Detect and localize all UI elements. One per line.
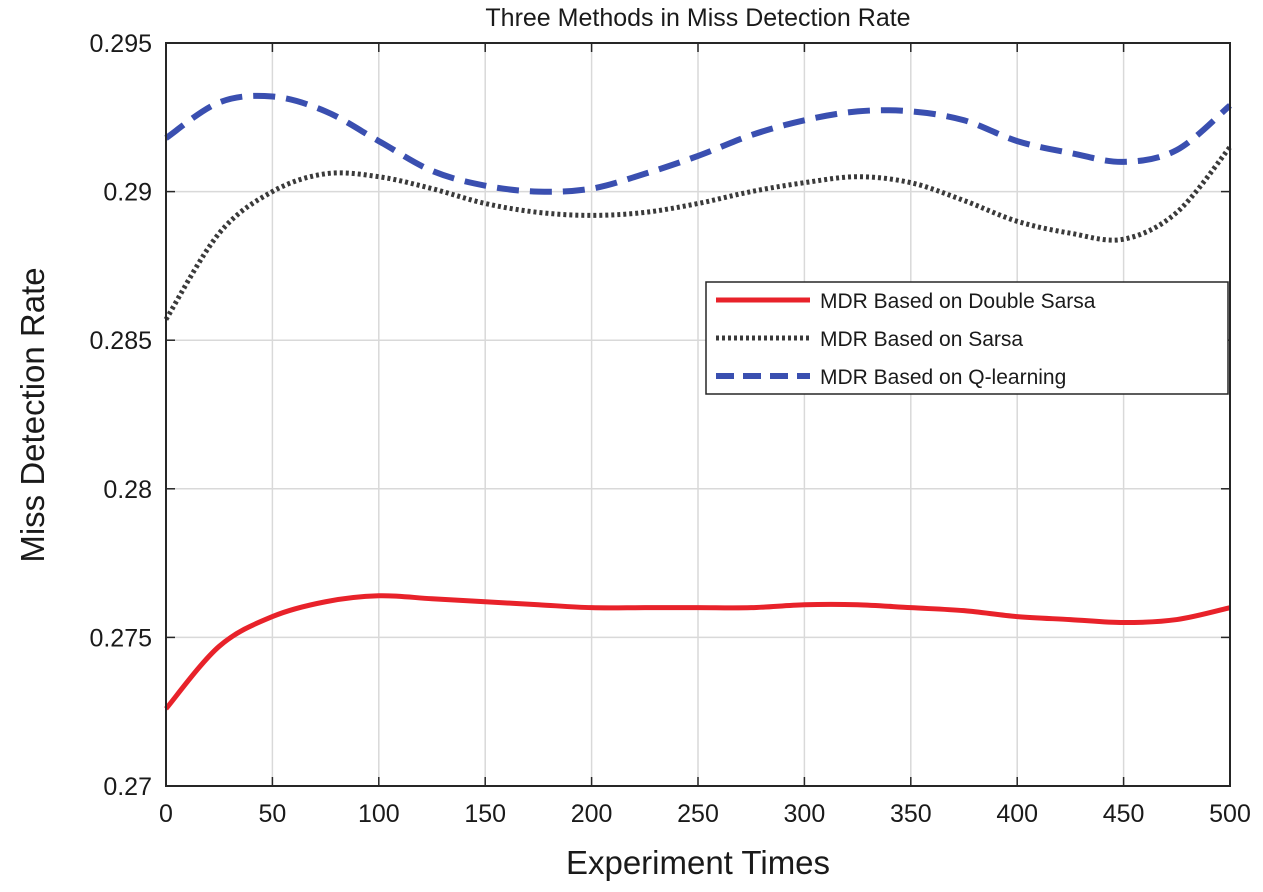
series-line-double-sarsa — [164, 593, 1231, 711]
x-tick-label: 200 — [571, 800, 613, 828]
y-tick-label: 0.27 — [103, 773, 152, 801]
legend-label-double-sarsa: MDR Based on Double Sarsa — [820, 290, 1096, 313]
legend-item-sarsa: MDR Based on Sarsa — [716, 328, 1023, 351]
x-tick-label: 150 — [464, 800, 506, 828]
x-tick-label: 50 — [258, 800, 286, 828]
x-tick-label: 350 — [890, 800, 932, 828]
y-tick-label: 0.28 — [103, 476, 152, 504]
series-line-q-learning — [164, 92, 1232, 195]
x-tick-label: 0 — [159, 800, 173, 828]
y-axis-title: Miss Detection Rate — [14, 267, 51, 562]
x-tick-label: 300 — [784, 800, 826, 828]
y-axis-tick-labels: 0.27 0.275 0.28 0.285 0.29 0.295 — [89, 30, 152, 801]
legend: MDR Based on Double Sarsa MDR Based on S… — [705, 281, 1229, 395]
grid — [166, 43, 1230, 786]
x-tick-label: 100 — [358, 800, 400, 828]
y-tick-label: 0.29 — [103, 179, 152, 207]
legend-label-q-learning: MDR Based on Q-learning — [820, 366, 1066, 389]
axis-ticks — [165, 42, 1231, 787]
x-tick-label: 250 — [677, 800, 719, 828]
chart-title: Three Methods in Miss Detection Rate — [485, 4, 910, 32]
x-tick-label: 400 — [996, 800, 1038, 828]
y-tick-label: 0.295 — [89, 30, 152, 58]
y-tick-label: 0.285 — [89, 327, 152, 355]
x-tick-label: 500 — [1209, 800, 1251, 828]
legend-item-double-sarsa: MDR Based on Double Sarsa — [716, 290, 1096, 313]
x-axis-title: Experiment Times — [566, 844, 830, 881]
x-tick-label: 450 — [1103, 800, 1145, 828]
series-layer — [163, 92, 1232, 711]
x-axis-tick-labels: 0 50 100 150 200 250 300 350 400 450 500 — [159, 800, 1251, 828]
legend-label-sarsa: MDR Based on Sarsa — [820, 328, 1023, 351]
y-tick-label: 0.275 — [89, 624, 152, 652]
legend-item-q-learning: MDR Based on Q-learning — [716, 366, 1066, 389]
